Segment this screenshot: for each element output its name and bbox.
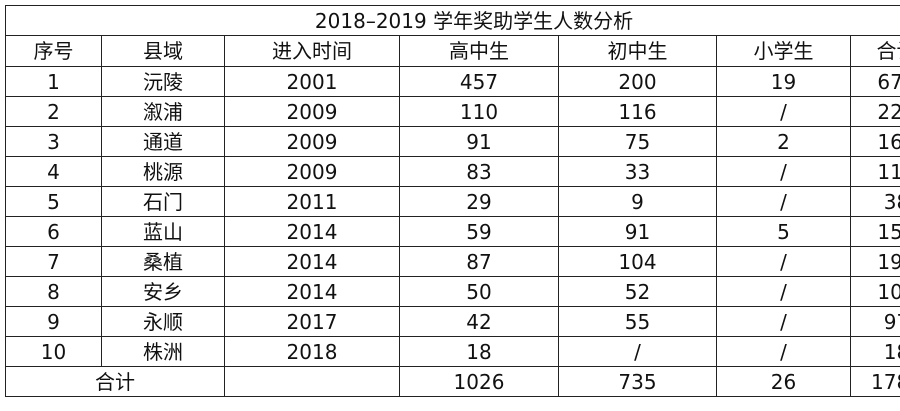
table-row: 7 桑植 2014 87 104 / 191: [5, 246, 900, 277]
cell-middle: 9: [558, 186, 717, 217]
cell-middle: /: [558, 336, 717, 367]
cell-primary: /: [716, 246, 851, 277]
cell-total: 226: [850, 96, 900, 127]
cell-year: 2014: [224, 246, 400, 277]
cell-primary: /: [716, 96, 851, 127]
cell-no: 9: [5, 306, 102, 337]
cell-no: 2: [5, 96, 102, 127]
cell-year: 2009: [224, 126, 400, 157]
header-cell-no: 序号: [5, 35, 102, 67]
cell-total: 155: [850, 216, 900, 247]
cell-high: 59: [399, 216, 559, 247]
cell-no: 5: [5, 186, 102, 217]
table-row: 9 永顺 2017 42 55 / 97: [5, 306, 900, 337]
cell-primary: 5: [716, 216, 851, 247]
cell-no: 7: [5, 246, 102, 277]
scholarship-table: 2018–2019 学年奖助学生人数分析 序号 县域 进入时间 高中生 初中生 …: [5, 5, 900, 397]
cell-middle: 91: [558, 216, 717, 247]
header-cell-county: 县域: [101, 35, 225, 67]
cell-primary: 2: [716, 126, 851, 157]
cell-high: 91: [399, 126, 559, 157]
cell-high: 29: [399, 186, 559, 217]
cell-year: 2018: [224, 336, 400, 367]
cell-high: 457: [399, 66, 559, 97]
cell-year: 2009: [224, 156, 400, 187]
header-cell-primary: 小学生: [716, 35, 851, 67]
cell-county: 蓝山: [101, 216, 225, 247]
cell-no: 3: [5, 126, 102, 157]
cell-no: 6: [5, 216, 102, 247]
cell-total: 18: [850, 336, 900, 367]
total-year-cell: [224, 366, 400, 397]
cell-county: 沅陵: [101, 66, 225, 97]
cell-primary: 19: [716, 66, 851, 97]
cell-no: 1: [5, 66, 102, 97]
header-cell-middle: 初中生: [558, 35, 717, 67]
cell-year: 2011: [224, 186, 400, 217]
total-primary: 26: [716, 366, 851, 397]
title-row: 2018–2019 学年奖助学生人数分析: [5, 5, 900, 36]
cell-high: 18: [399, 336, 559, 367]
table-row: 2 溆浦 2009 110 116 / 226: [5, 96, 900, 127]
cell-total: 102: [850, 276, 900, 307]
total-high: 1026: [399, 366, 559, 397]
table-row: 5 石门 2011 29 9 / 38: [5, 186, 900, 217]
cell-total: 168: [850, 126, 900, 157]
header-row: 序号 县域 进入时间 高中生 初中生 小学生 合计: [5, 35, 900, 67]
cell-year: 2009: [224, 96, 400, 127]
cell-total: 676: [850, 66, 900, 97]
cell-middle: 33: [558, 156, 717, 187]
header-cell-high: 高中生: [399, 35, 559, 67]
cell-high: 83: [399, 156, 559, 187]
cell-middle: 104: [558, 246, 717, 277]
cell-primary: /: [716, 276, 851, 307]
cell-high: 87: [399, 246, 559, 277]
total-label: 合计: [5, 366, 225, 397]
cell-middle: 200: [558, 66, 717, 97]
cell-total: 97: [850, 306, 900, 337]
cell-middle: 75: [558, 126, 717, 157]
cell-middle: 52: [558, 276, 717, 307]
header-cell-year: 进入时间: [224, 35, 400, 67]
cell-high: 50: [399, 276, 559, 307]
cell-county: 溆浦: [101, 96, 225, 127]
cell-total: 38: [850, 186, 900, 217]
cell-year: 2014: [224, 276, 400, 307]
cell-county: 株洲: [101, 336, 225, 367]
cell-county: 桑植: [101, 246, 225, 277]
cell-primary: /: [716, 156, 851, 187]
cell-year: 2014: [224, 216, 400, 247]
table-row: 3 通道 2009 91 75 2 168: [5, 126, 900, 157]
table-title: 2018–2019 学年奖助学生人数分析: [5, 5, 900, 36]
cell-no: 4: [5, 156, 102, 187]
cell-county: 永顺: [101, 306, 225, 337]
cell-high: 42: [399, 306, 559, 337]
total-middle: 735: [558, 366, 717, 397]
cell-primary: /: [716, 336, 851, 367]
cell-year: 2017: [224, 306, 400, 337]
table-row: 1 沅陵 2001 457 200 19 676: [5, 66, 900, 97]
cell-total: 116: [850, 156, 900, 187]
total-total: 1787: [850, 366, 900, 397]
cell-middle: 116: [558, 96, 717, 127]
cell-county: 通道: [101, 126, 225, 157]
total-row: 合计 1026 735 26 1787: [5, 366, 900, 397]
header-cell-total: 合计: [850, 35, 900, 67]
cell-middle: 55: [558, 306, 717, 337]
cell-year: 2001: [224, 66, 400, 97]
cell-county: 石门: [101, 186, 225, 217]
table-row: 10 株洲 2018 18 / / 18: [5, 336, 900, 367]
cell-high: 110: [399, 96, 559, 127]
table-row: 8 安乡 2014 50 52 / 102: [5, 276, 900, 307]
cell-primary: /: [716, 306, 851, 337]
cell-county: 安乡: [101, 276, 225, 307]
cell-no: 8: [5, 276, 102, 307]
table-row: 4 桃源 2009 83 33 / 116: [5, 156, 900, 187]
cell-primary: /: [716, 186, 851, 217]
table-row: 6 蓝山 2014 59 91 5 155: [5, 216, 900, 247]
cell-total: 191: [850, 246, 900, 277]
cell-no: 10: [5, 336, 102, 367]
cell-county: 桃源: [101, 156, 225, 187]
